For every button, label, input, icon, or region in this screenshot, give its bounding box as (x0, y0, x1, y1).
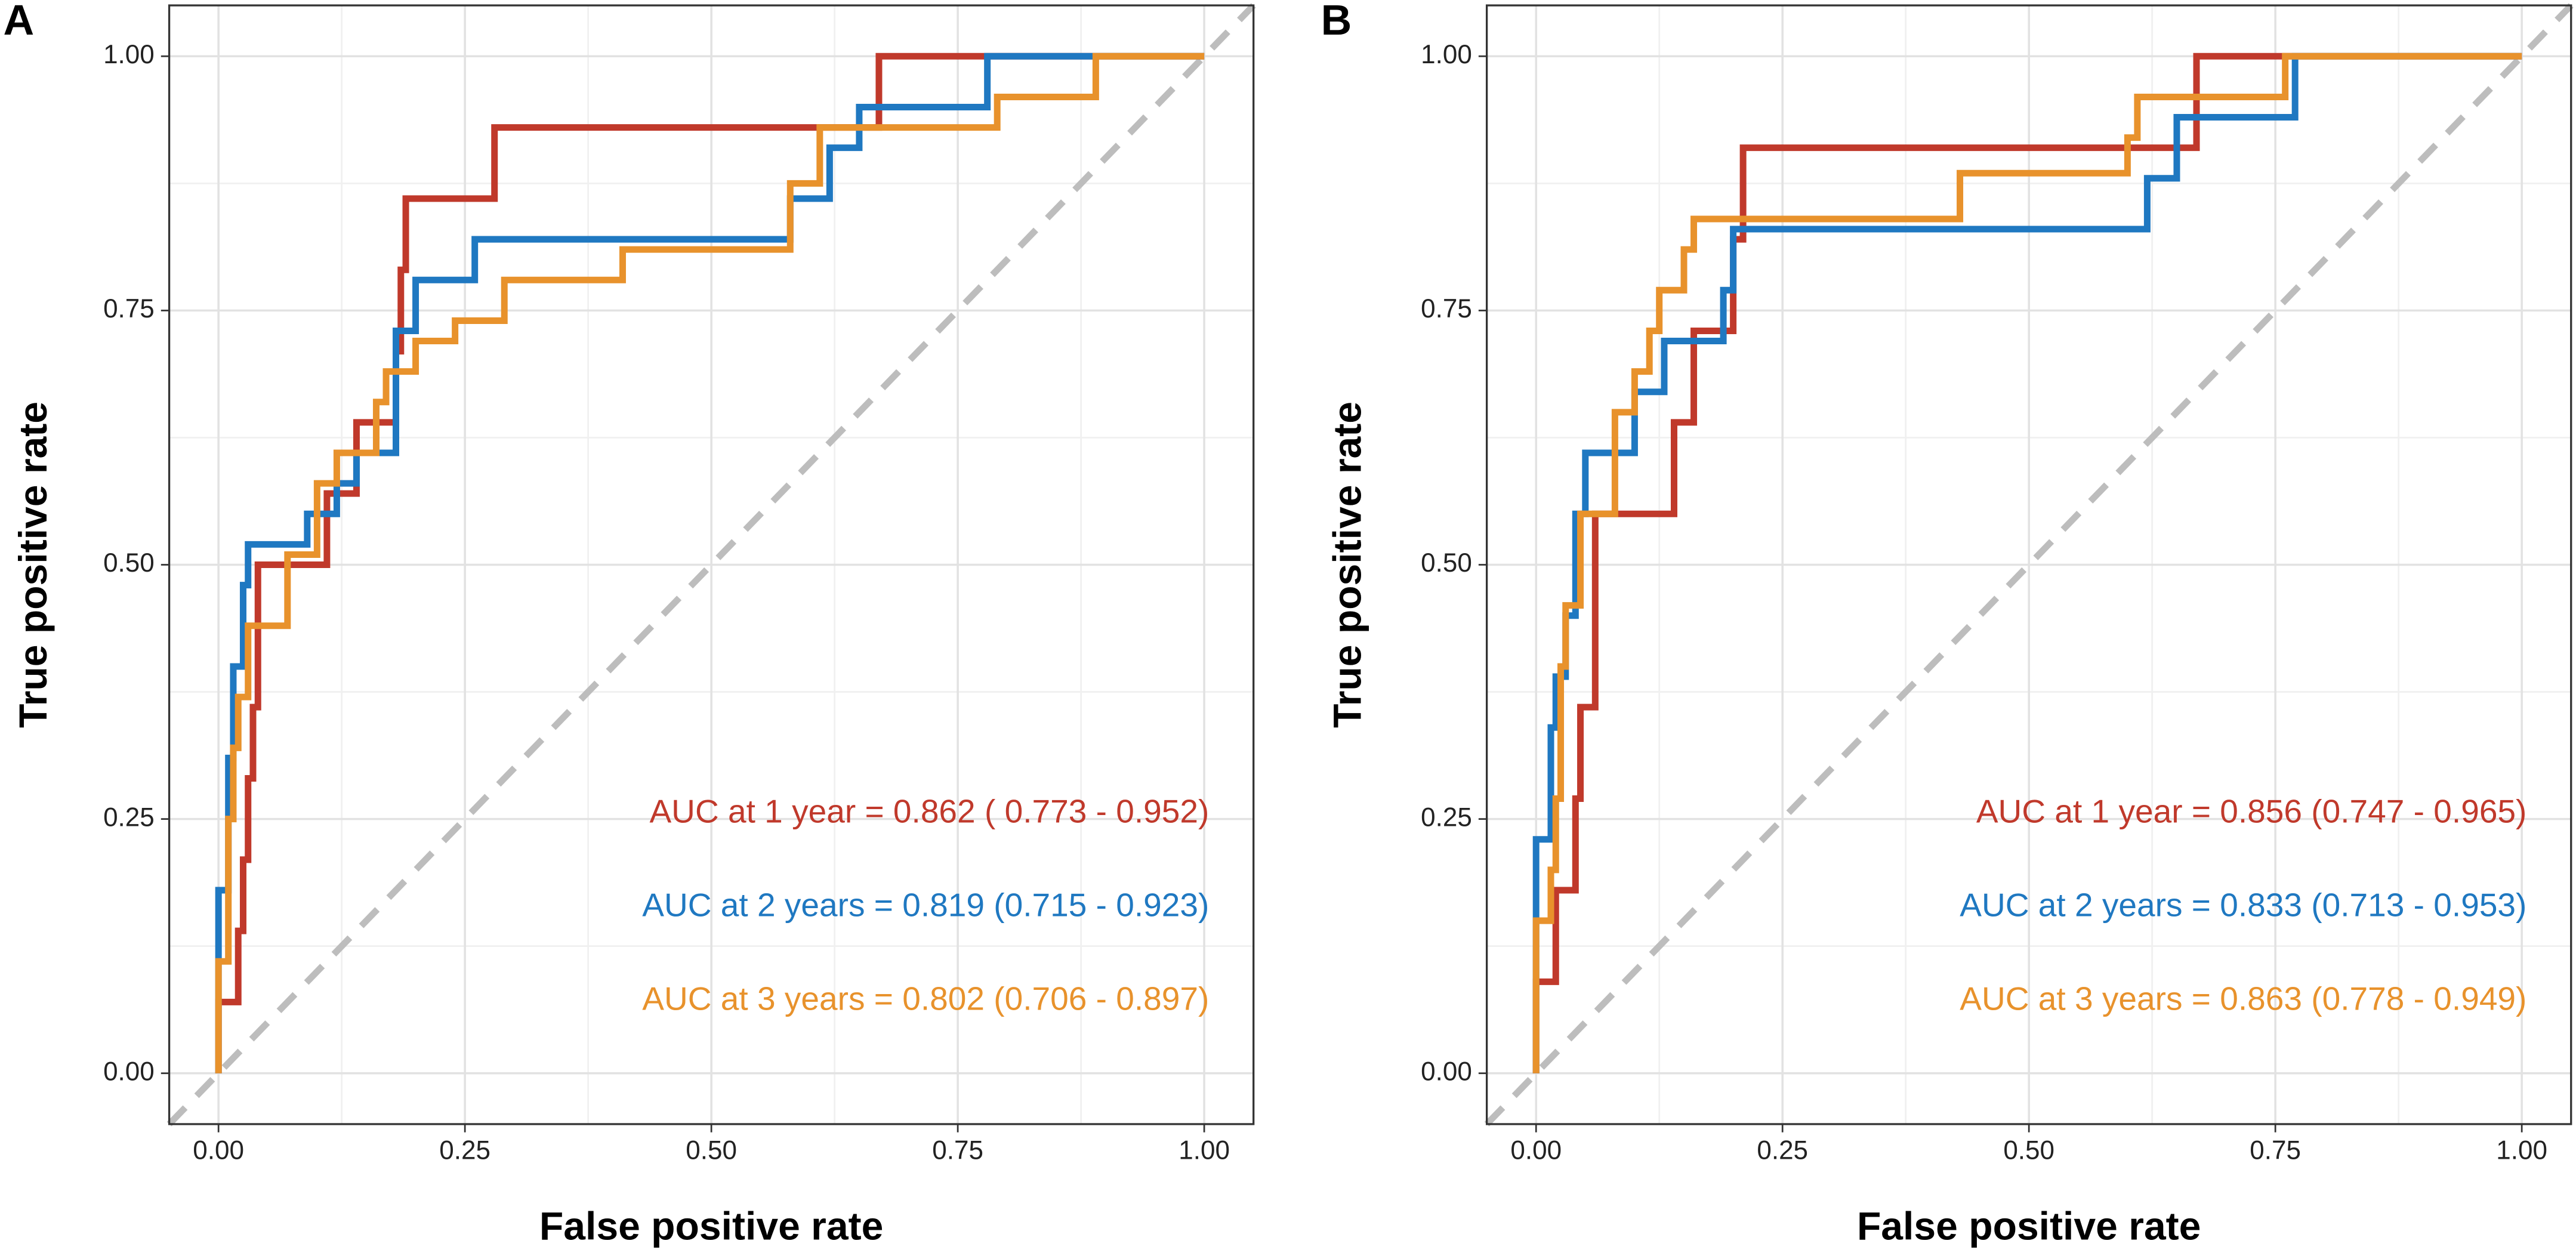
roc-curve (215, 53, 1205, 1073)
auc-annotation: AUC at 2 years = 0.819 (0.715 - 0.923) (642, 886, 1209, 923)
y-axis-title: True positive rate (11, 402, 55, 728)
plot-border (168, 4, 1255, 1125)
plot-border (1485, 4, 2572, 1125)
y-axis-title: True positive rate (1326, 402, 1370, 728)
panel-label: B (1321, 0, 1352, 44)
y-tick-label: 0.50 (1421, 548, 1472, 578)
auc-annotation: AUC at 3 years = 0.802 (0.706 - 0.897) (642, 980, 1209, 1017)
auc-annotation: AUC at 3 years = 0.863 (0.778 - 0.949) (1960, 980, 2526, 1017)
panel: 0.00 0.25 0.50 0.75 1.00 0.00 0.25 0.50 0.75 1.00… (1321, 0, 2574, 1249)
y-tick-label: 0.25 (103, 803, 155, 832)
auc-annotation: AUC at 1 year = 0.862 ( 0.773 - 0.952) (649, 793, 1209, 830)
x-tick-label: 0.25 (1757, 1135, 1808, 1165)
x-tick-label: 0.50 (2003, 1135, 2054, 1165)
x-tick-label: 1.00 (1179, 1135, 1230, 1165)
x-tick-label: 0.00 (1510, 1135, 1562, 1165)
panel-label: A (4, 0, 35, 44)
x-tick-label: 0.25 (439, 1135, 490, 1165)
roc-curve (215, 53, 1205, 1073)
x-axis-title: False positive rate (539, 1205, 883, 1249)
y-tick-label: 0.00 (103, 1057, 155, 1086)
y-tick-label: 0.50 (103, 548, 155, 578)
y-tick-label: 1.00 (103, 40, 155, 69)
y-tick-label: 0.25 (1421, 803, 1472, 832)
x-tick-label: 0.50 (686, 1135, 737, 1165)
x-axis-title: False positive rate (1857, 1205, 2201, 1249)
x-tick-label: 0.75 (932, 1135, 983, 1165)
x-tick-label: 0.00 (193, 1135, 244, 1165)
auc-annotation: AUC at 2 years = 0.833 (0.713 - 0.953) (1960, 886, 2526, 923)
y-tick-label: 0.75 (103, 294, 155, 323)
y-tick-label: 0.00 (1421, 1057, 1472, 1086)
x-tick-label: 0.75 (2250, 1135, 2301, 1165)
y-tick-label: 1.00 (1421, 40, 1472, 69)
panel: 0.00 0.25 0.50 0.75 1.00 0.00 0.25 0.50 0.75 1.00… (4, 0, 1256, 1249)
y-tick-label: 0.75 (1421, 294, 1472, 323)
roc-curve (1532, 53, 2522, 1073)
x-tick-label: 1.00 (2496, 1135, 2547, 1165)
roc-curve (1532, 53, 2522, 1073)
auc-annotation: AUC at 1 year = 0.856 (0.747 - 0.965) (1976, 793, 2527, 830)
